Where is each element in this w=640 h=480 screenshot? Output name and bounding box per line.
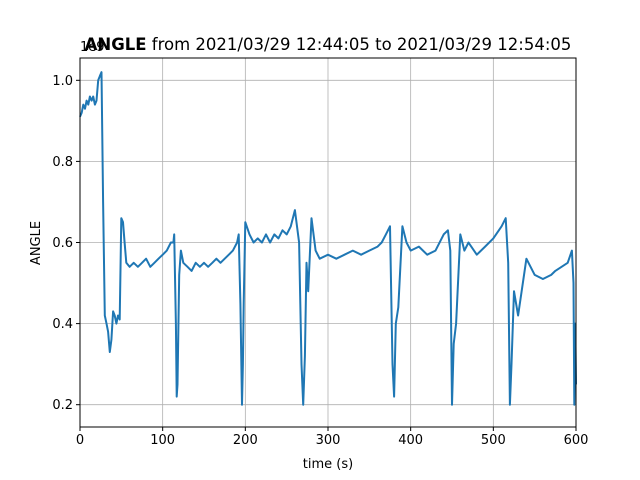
y-tick-label: 0.6 bbox=[52, 236, 73, 251]
y-axis-offset-text: 1e9 bbox=[80, 40, 105, 55]
series-line bbox=[79, 71, 577, 406]
x-tick-label: 600 bbox=[564, 433, 589, 448]
y-tick-label: 0.4 bbox=[52, 317, 73, 332]
chart-title: ANGLE from 2021/03/29 12:44:05 to 2021/0… bbox=[85, 35, 572, 54]
axis-ticks: 0 100 200 300 400 500 600 0.2 0.4 0.6 0.8 1.0 bbox=[52, 74, 588, 448]
grid-lines bbox=[79, 58, 577, 427]
y-axis-label: ANGLE bbox=[29, 221, 44, 265]
x-tick-label: 0 bbox=[76, 433, 84, 448]
x-tick-label: 400 bbox=[398, 433, 423, 448]
x-tick-label: 500 bbox=[481, 433, 506, 448]
x-tick-label: 200 bbox=[233, 433, 258, 448]
chart-title-rest: from 2021/03/29 12:44:05 to 2021/03/29 1… bbox=[147, 35, 572, 54]
x-axis-label: time (s) bbox=[303, 457, 353, 472]
data-series bbox=[79, 71, 577, 406]
y-tick-label: 0.8 bbox=[52, 155, 73, 170]
x-tick-label: 300 bbox=[316, 433, 341, 448]
chart-title-bold: ANGLE bbox=[85, 35, 147, 54]
y-tick-label: 1.0 bbox=[52, 74, 73, 89]
x-tick-label: 100 bbox=[150, 433, 175, 448]
y-tick-label: 0.2 bbox=[52, 398, 73, 413]
